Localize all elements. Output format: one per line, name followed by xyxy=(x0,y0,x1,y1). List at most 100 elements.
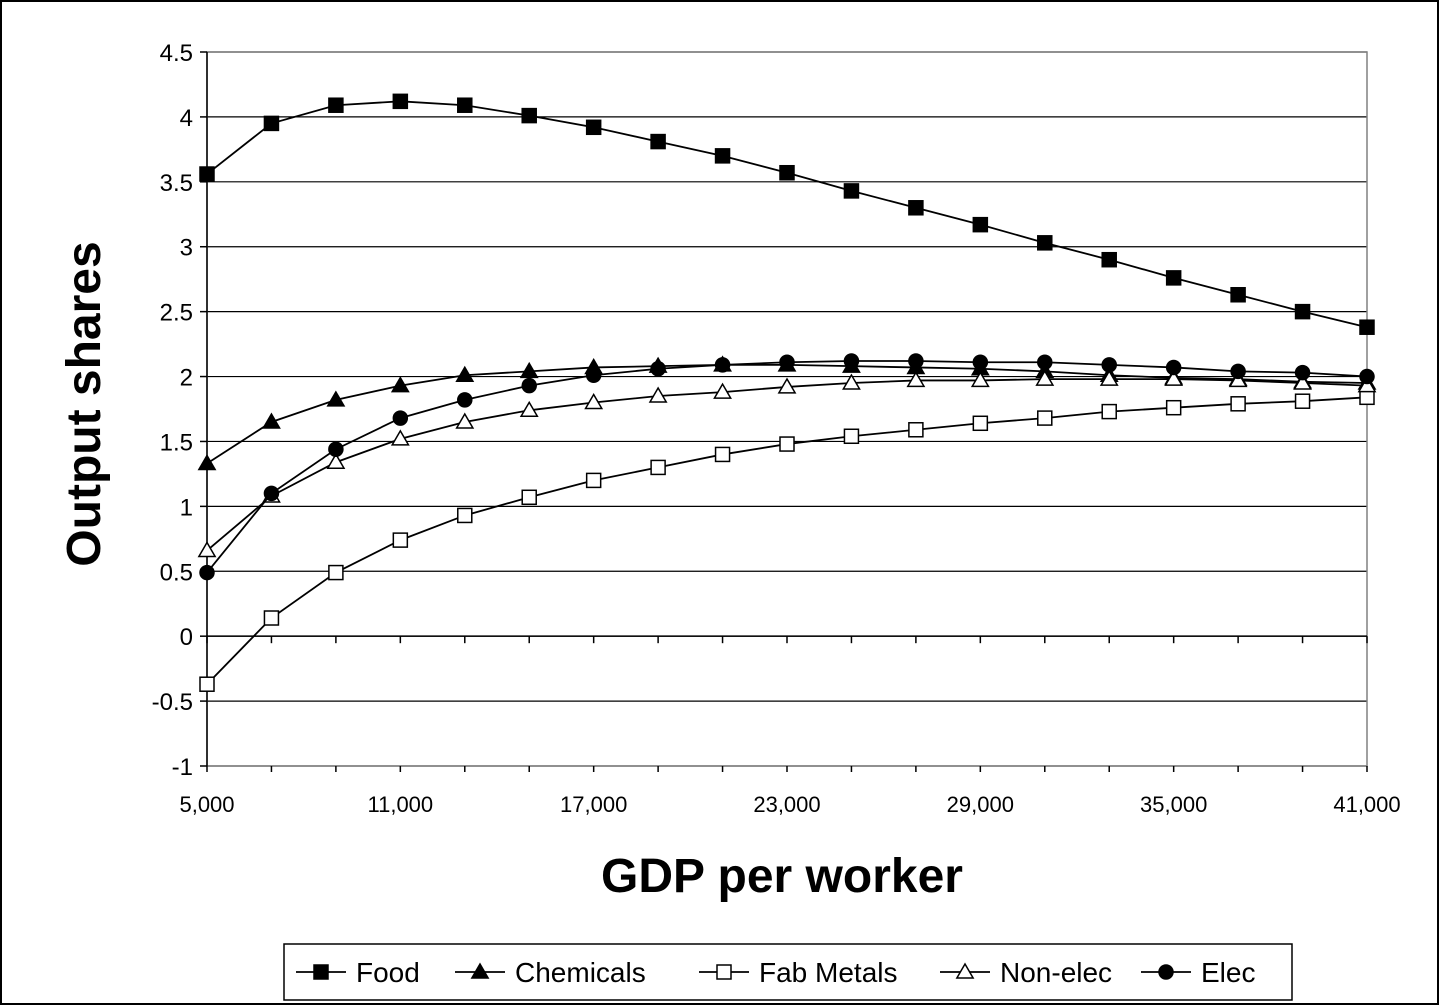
data-point xyxy=(328,97,344,113)
data-point xyxy=(585,472,602,489)
data-point xyxy=(1101,403,1117,420)
series-line xyxy=(206,100,1368,329)
data-point xyxy=(1037,235,1053,251)
data-point xyxy=(714,357,731,373)
data-point xyxy=(521,489,537,506)
series-group xyxy=(197,93,1377,692)
data-point xyxy=(585,367,602,383)
data-point xyxy=(650,361,666,377)
data-point xyxy=(842,373,861,390)
data-point xyxy=(1037,354,1053,371)
data-point xyxy=(519,361,539,379)
legend-marker xyxy=(470,962,490,979)
legend-marker xyxy=(1158,964,1174,980)
data-point xyxy=(1230,396,1246,412)
data-point xyxy=(1165,399,1182,416)
y-tick-label: 0 xyxy=(180,624,193,651)
data-point xyxy=(1293,373,1312,390)
data-point xyxy=(972,216,989,233)
legend-label: Food xyxy=(356,957,420,988)
data-point xyxy=(1228,370,1248,388)
legend-entry: Elec xyxy=(1141,957,1255,988)
x-tick-label: 23,000 xyxy=(753,792,820,817)
data-point xyxy=(519,400,539,418)
data-point xyxy=(521,107,537,124)
y-tick-label: 3.5 xyxy=(160,170,193,197)
data-point xyxy=(779,436,795,452)
x-tick-label: 11,000 xyxy=(368,792,434,817)
legend-label: Elec xyxy=(1201,957,1255,988)
series-non-elec xyxy=(197,369,1377,558)
data-point xyxy=(908,200,924,216)
data-point xyxy=(457,97,473,113)
y-tick-label: -0.5 xyxy=(152,689,193,716)
data-point xyxy=(326,390,346,407)
series-fab-metals xyxy=(199,389,1375,692)
legend-entry: Chemicals xyxy=(455,957,646,988)
data-point xyxy=(455,365,475,382)
data-point xyxy=(908,422,924,438)
data-point xyxy=(585,119,602,136)
data-point xyxy=(1037,410,1053,426)
data-point xyxy=(1101,251,1117,268)
series-food xyxy=(199,93,1375,335)
data-point xyxy=(263,115,280,132)
data-point xyxy=(843,183,860,199)
y-tick-label: 4.5 xyxy=(160,40,193,67)
data-point xyxy=(1294,393,1311,409)
data-point xyxy=(392,93,409,110)
legend-marker xyxy=(716,964,732,980)
legend-marker xyxy=(313,964,329,980)
data-point xyxy=(1165,359,1182,376)
data-point xyxy=(262,412,281,429)
data-point xyxy=(1099,369,1119,386)
y-tick-label: 0.5 xyxy=(160,559,193,586)
y-tick-label: 1 xyxy=(180,494,193,521)
data-point xyxy=(1359,389,1375,406)
data-point xyxy=(1101,357,1117,373)
data-point xyxy=(328,441,344,457)
x-tick-label: 17,000 xyxy=(560,792,627,817)
data-point xyxy=(779,354,795,371)
data-point xyxy=(1230,363,1246,380)
grid-lines xyxy=(207,51,1367,767)
data-point xyxy=(713,382,732,399)
legend: Food Chemicals Fab Metals Non-elec Elec xyxy=(283,943,1293,1001)
data-point xyxy=(1035,369,1055,386)
x-tick-labels: 5,000 11,000 17,000 23,000 29,000 35,000 41,00… xyxy=(179,792,1400,817)
data-point xyxy=(263,485,280,502)
data-point xyxy=(199,564,215,581)
data-point xyxy=(714,446,731,463)
y-axis-label: Output shares xyxy=(58,241,111,566)
legend-label: Chemicals xyxy=(515,957,646,988)
data-point xyxy=(390,376,410,393)
x-tick-label: 41,000 xyxy=(1333,792,1400,817)
legend-marker xyxy=(955,962,975,979)
x-tick-label: 35,000 xyxy=(1140,792,1207,817)
series-line xyxy=(206,378,1368,552)
legend-label: Fab Metals xyxy=(759,957,898,988)
data-point xyxy=(1165,270,1182,286)
x-tick-label: 29,000 xyxy=(947,792,1014,817)
data-point xyxy=(908,353,924,369)
data-point xyxy=(972,415,989,432)
data-point xyxy=(972,354,989,371)
data-point xyxy=(197,454,217,471)
data-point xyxy=(521,377,537,394)
plot-area xyxy=(206,51,1368,767)
legend-entry: Non-elec xyxy=(940,957,1112,988)
legend-label: Non-elec xyxy=(1000,957,1112,988)
y-tick-label: 2.5 xyxy=(160,300,193,327)
y-tick-labels: 4.5 4 3.5 3 2.5 2 1.5 1 0.5 0 -0.5 -1 xyxy=(152,40,193,781)
data-point xyxy=(777,377,797,394)
data-point xyxy=(326,452,346,469)
data-point xyxy=(1357,376,1377,393)
x-axis-label: GDP per worker xyxy=(601,850,963,903)
data-point xyxy=(650,133,666,150)
y-tick-label: -1 xyxy=(172,754,193,781)
data-point xyxy=(779,164,795,181)
data-point xyxy=(199,166,215,182)
data-point xyxy=(1294,364,1311,381)
